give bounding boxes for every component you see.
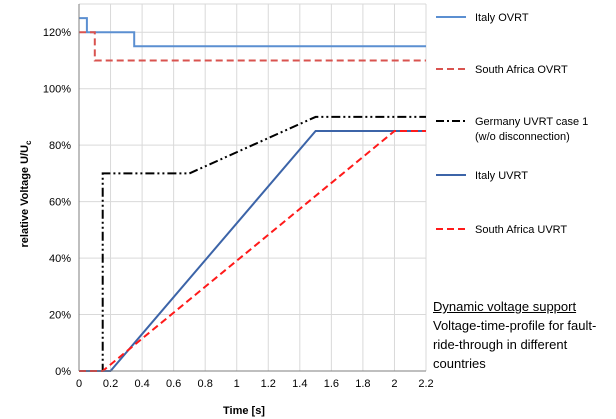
- y-tick-label: 60%: [49, 197, 71, 209]
- legend-label: South Africa OVRT: [475, 64, 568, 76]
- grid: [78, 3, 427, 372]
- y-axis-title: relative Voltage U/Uc: [19, 140, 33, 248]
- x-tick-label: 1.8: [355, 378, 370, 390]
- x-tick-label: 0.4: [134, 378, 149, 390]
- series-line-3: [79, 130, 426, 372]
- x-tick-label: 1.6: [324, 378, 339, 390]
- series-line-2: [79, 115, 426, 372]
- x-tick-label: 1.4: [292, 378, 307, 390]
- series-line-0: [79, 17, 426, 48]
- y-tick-label: 80%: [49, 140, 71, 152]
- legend-label: South Africa UVRT: [475, 224, 567, 236]
- y-axis-title-sub: c: [24, 140, 33, 145]
- y-tick-label: 100%: [43, 84, 71, 96]
- annotation-title: Dynamic voltage support: [433, 299, 577, 314]
- x-tick-label: 2.2: [418, 378, 433, 390]
- y-tick-label: 0%: [55, 366, 71, 378]
- legend-label-line2: (w/o disconnection): [475, 131, 570, 143]
- legend-label: Italy UVRT: [475, 170, 528, 182]
- y-axis-title-main: relative Voltage U/U: [19, 145, 31, 248]
- x-axis-title: Time [s]: [223, 405, 265, 417]
- y-tick-label: 120%: [43, 27, 71, 39]
- annotation-body: Voltage-time-profile for fault-ride-thro…: [433, 318, 597, 371]
- annotation: Dynamic voltage support Voltage-time-pro…: [433, 297, 613, 373]
- y-tick-label: 40%: [49, 253, 71, 265]
- x-tick-label: 1: [234, 378, 240, 390]
- x-tick-label: 2: [391, 378, 397, 390]
- x-tick-label: 0.8: [198, 378, 213, 390]
- series-layer: [79, 17, 426, 372]
- series-line-1: [79, 31, 426, 62]
- legend: Italy OVRT South Africa OVRT Germany UVRT …: [436, 12, 588, 236]
- y-tick-label: 20%: [49, 310, 71, 322]
- x-tick-label: 0.6: [166, 378, 181, 390]
- series-line-4: [79, 130, 426, 372]
- legend-label: Germany UVRT case 1: [475, 116, 588, 128]
- tick-labels: 0 0.2 0.4 0.6 0.8 1 1.2 1.4 1.6 1.8 2 2.2 0% 20% 40% 60…: [43, 27, 434, 390]
- x-tick-label: 1.2: [261, 378, 276, 390]
- x-tick-label: 0.2: [103, 378, 118, 390]
- legend-label: Italy OVRT: [475, 12, 529, 24]
- axes: [78, 4, 426, 372]
- x-tick-label: 0: [76, 378, 82, 390]
